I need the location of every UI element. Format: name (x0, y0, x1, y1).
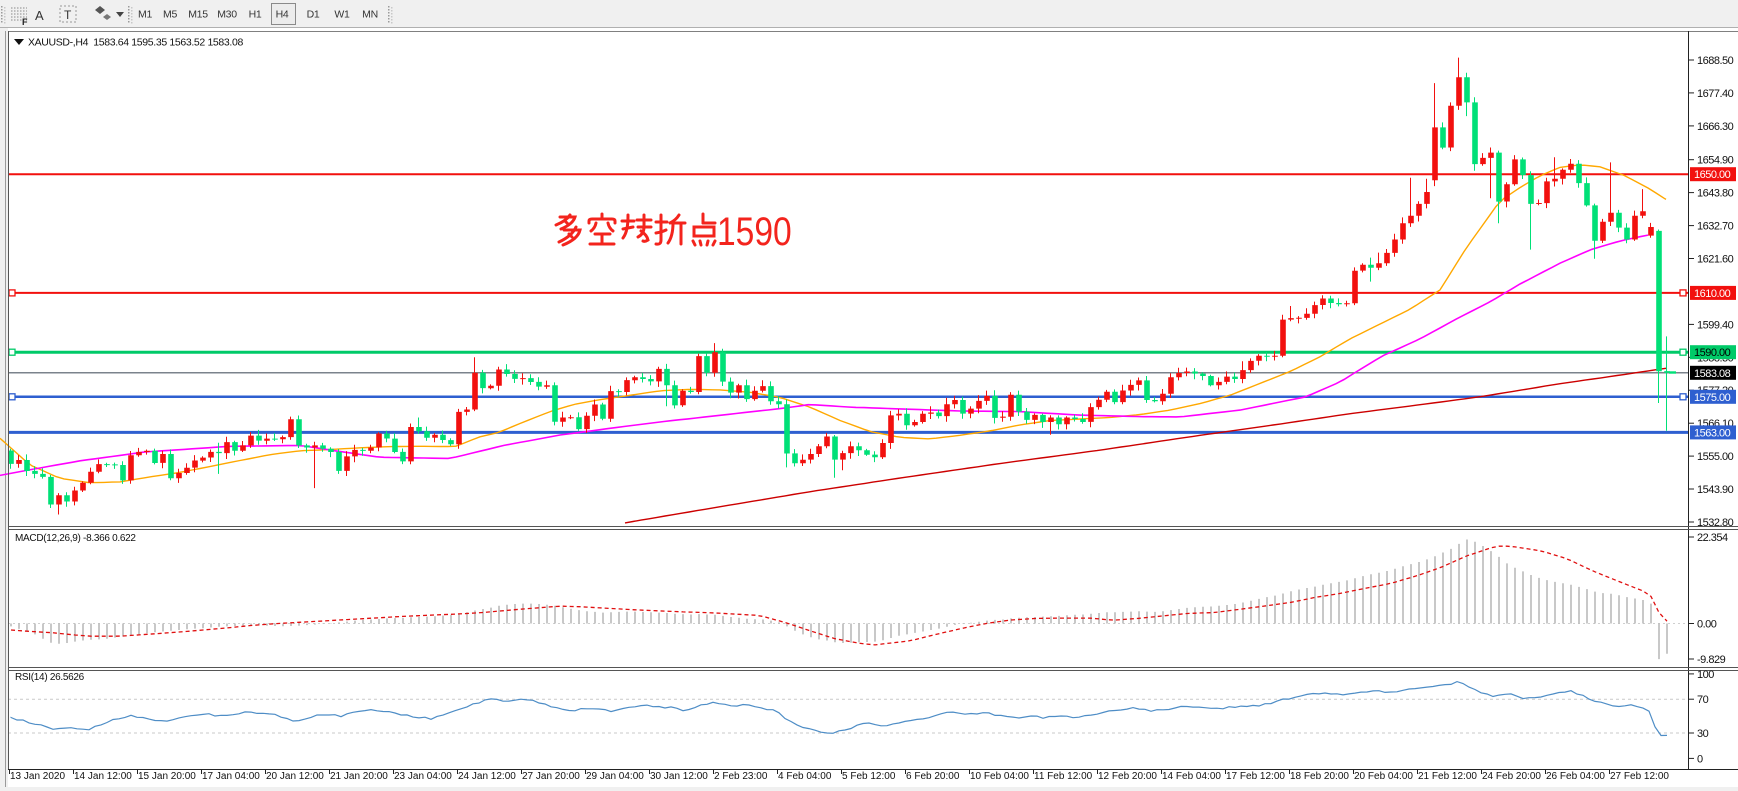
svg-text:0.00: 0.00 (1697, 619, 1717, 631)
svg-text:XAUUSD-,H4 1583.64 1595.35 15: XAUUSD-,H4 1583.64 1595.35 1563.52 1583.… (28, 37, 243, 49)
svg-text:RSI(14) 26.5626: RSI(14) 26.5626 (15, 672, 85, 683)
svg-text:30: 30 (1697, 728, 1709, 740)
svg-text:100: 100 (1697, 669, 1714, 681)
svg-text:14 Feb 04:00: 14 Feb 04:00 (1162, 771, 1221, 782)
svg-text:1632.70: 1632.70 (1697, 221, 1734, 233)
svg-text:22.354: 22.354 (1697, 532, 1728, 544)
svg-text:1643.80: 1643.80 (1697, 188, 1734, 200)
svg-text:D1: D1 (307, 9, 320, 21)
svg-text:M15: M15 (188, 9, 208, 21)
svg-text:1590.00: 1590.00 (1694, 347, 1731, 359)
svg-text:M1: M1 (138, 9, 152, 21)
svg-text:29 Jan 04:00: 29 Jan 04:00 (586, 771, 644, 782)
svg-text:21 Feb 12:00: 21 Feb 12:00 (1418, 771, 1477, 782)
svg-text:12 Feb 20:00: 12 Feb 20:00 (1098, 771, 1157, 782)
svg-text:6 Feb 20:00: 6 Feb 20:00 (906, 771, 960, 782)
svg-text:1599.40: 1599.40 (1697, 319, 1734, 331)
svg-text:W1: W1 (334, 9, 350, 21)
svg-text:1688.50: 1688.50 (1697, 55, 1734, 67)
svg-text:A: A (35, 8, 44, 23)
svg-text:1575.00: 1575.00 (1694, 392, 1731, 404)
svg-text:24 Jan 12:00: 24 Jan 12:00 (458, 771, 516, 782)
svg-text:1610.00: 1610.00 (1694, 288, 1731, 300)
svg-text:T: T (64, 8, 72, 22)
svg-text:1621.60: 1621.60 (1697, 254, 1734, 266)
svg-text:21 Jan 20:00: 21 Jan 20:00 (330, 771, 388, 782)
svg-text:20 Feb 04:00: 20 Feb 04:00 (1354, 771, 1413, 782)
svg-text:17 Feb 12:00: 17 Feb 12:00 (1226, 771, 1285, 782)
svg-text:13 Jan 2020: 13 Jan 2020 (10, 771, 65, 782)
svg-text:MACD(12,26,9) -8.366 0.622: MACD(12,26,9) -8.366 0.622 (15, 533, 136, 544)
svg-text:17 Jan 04:00: 17 Jan 04:00 (202, 771, 260, 782)
svg-text:1666.30: 1666.30 (1697, 121, 1734, 133)
svg-text:18 Feb 20:00: 18 Feb 20:00 (1290, 771, 1349, 782)
svg-text:1532.80: 1532.80 (1697, 517, 1734, 529)
svg-text:H4: H4 (276, 9, 289, 21)
svg-text:MN: MN (362, 9, 378, 21)
svg-text:4 Feb 04:00: 4 Feb 04:00 (778, 771, 832, 782)
svg-text:27 Feb 12:00: 27 Feb 12:00 (1610, 771, 1669, 782)
svg-text:30 Jan 12:00: 30 Jan 12:00 (650, 771, 708, 782)
svg-text:5 Feb 12:00: 5 Feb 12:00 (842, 771, 896, 782)
svg-text:15 Jan 20:00: 15 Jan 20:00 (138, 771, 196, 782)
svg-text:23 Jan 04:00: 23 Jan 04:00 (394, 771, 452, 782)
svg-text:1590: 1590 (717, 209, 792, 253)
svg-text:H1: H1 (249, 9, 262, 21)
svg-text:1677.40: 1677.40 (1697, 88, 1734, 100)
svg-text:2 Feb 23:00: 2 Feb 23:00 (714, 771, 768, 782)
svg-text:0: 0 (1697, 753, 1703, 765)
svg-text:26 Feb 04:00: 26 Feb 04:00 (1546, 771, 1605, 782)
svg-text:27 Jan 20:00: 27 Jan 20:00 (522, 771, 580, 782)
svg-text:11 Feb 12:00: 11 Feb 12:00 (1034, 771, 1093, 782)
svg-text:24 Feb 20:00: 24 Feb 20:00 (1482, 771, 1541, 782)
svg-text:1555.00: 1555.00 (1697, 451, 1734, 463)
svg-text:70: 70 (1697, 694, 1709, 706)
svg-text:1543.90: 1543.90 (1697, 484, 1734, 496)
svg-text:1563.00: 1563.00 (1694, 427, 1731, 439)
svg-text:1654.90: 1654.90 (1697, 155, 1734, 167)
svg-text:-9.829: -9.829 (1697, 654, 1726, 666)
svg-text:10 Feb 04:00: 10 Feb 04:00 (970, 771, 1029, 782)
svg-text:F: F (22, 17, 28, 27)
svg-text:1650.00: 1650.00 (1694, 169, 1731, 181)
svg-text:1583.08: 1583.08 (1694, 368, 1731, 380)
svg-text:M30: M30 (217, 9, 237, 21)
svg-text:20 Jan 12:00: 20 Jan 12:00 (266, 771, 324, 782)
svg-text:14 Jan 12:00: 14 Jan 12:00 (74, 771, 132, 782)
svg-text:M5: M5 (163, 9, 177, 21)
